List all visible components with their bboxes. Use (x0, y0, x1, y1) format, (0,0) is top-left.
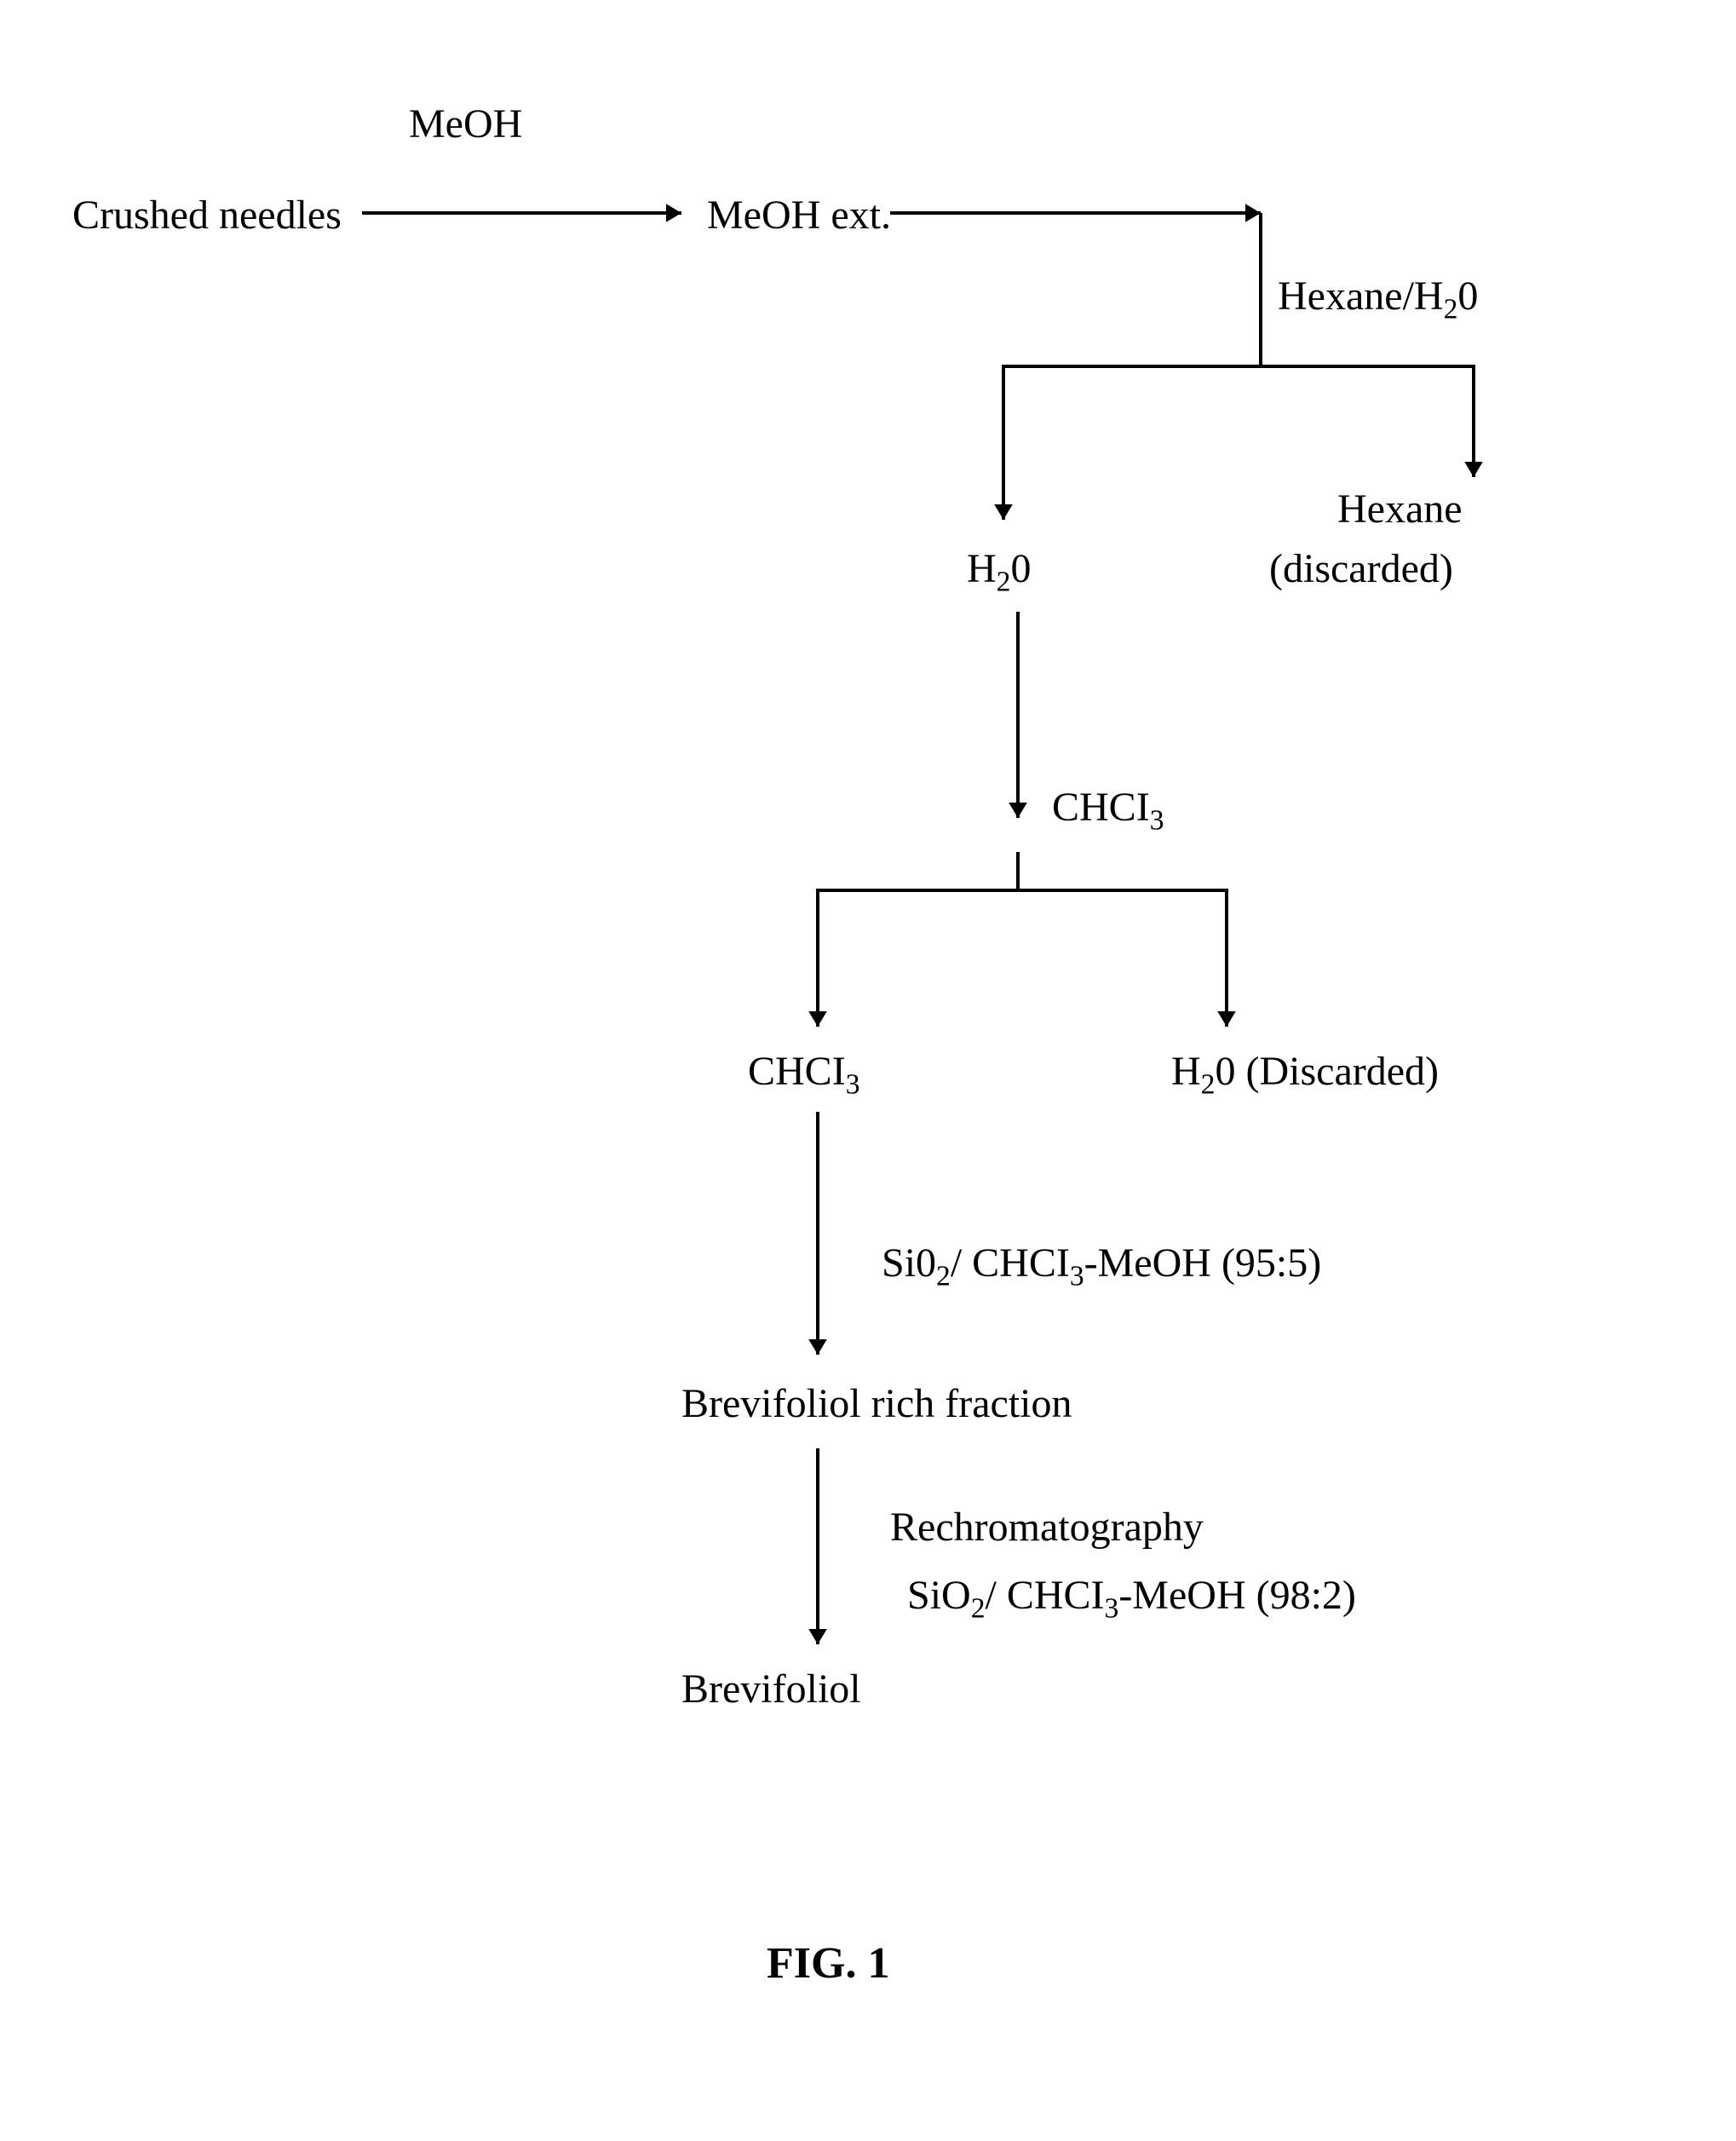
flowchart-arrows (0, 0, 1736, 2141)
